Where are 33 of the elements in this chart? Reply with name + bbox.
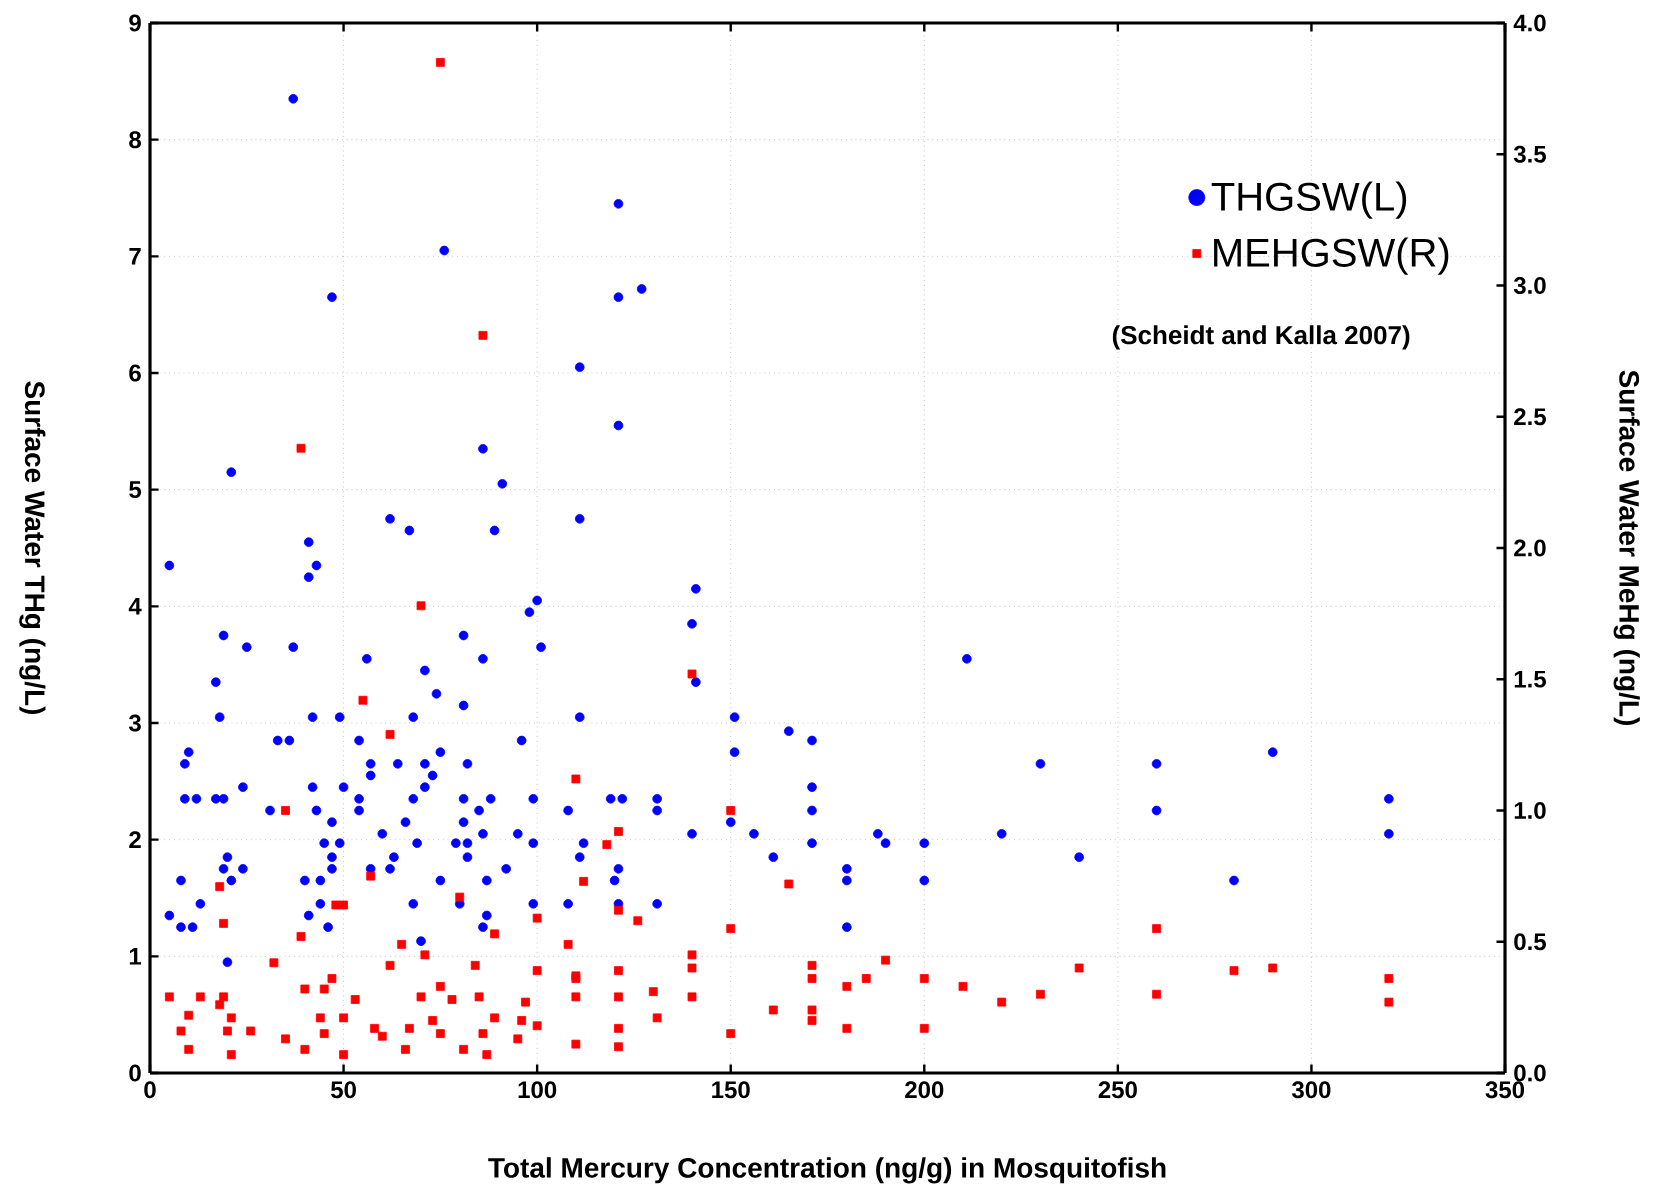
y2-tick-label: 3.5 [1513, 145, 1546, 163]
x-tick-label: 150 [712, 1081, 750, 1099]
y2-tick-label: 4.0 [1513, 14, 1546, 32]
x-tick-label: 300 [1291, 1081, 1331, 1099]
x-tick-label: 0 [144, 1081, 156, 1099]
y-axis-title: Surface Water THg (ng/L) [19, 381, 46, 715]
y2-tick-label: 0.0 [1514, 1064, 1546, 1082]
legend-label: THGSW(L) [1211, 181, 1407, 219]
x-tick-label: 50 [330, 1081, 356, 1099]
x-tick-label: 350 [1485, 1081, 1525, 1099]
y-tick-label: 9 [129, 14, 141, 32]
y2-axis-title: Surface Water MeHg (ng/L) [1613, 370, 1640, 725]
y-tick-label: 6 [129, 364, 141, 382]
y-tick-label: 7 [129, 248, 141, 265]
y2-tick-label: 2.0 [1514, 539, 1546, 557]
y2-tick-label: 2.5 [1514, 408, 1546, 426]
y2-tick-label: 3.0 [1513, 276, 1546, 295]
y-tick-label: 1 [129, 948, 142, 965]
annotation: (Scheidt and Kalla 2007) [1112, 325, 1410, 350]
y2-tick-label: 1.5 [1514, 670, 1546, 688]
y-tick-label: 0 [129, 1064, 141, 1082]
legend-label: MEHGSW(R) [1214, 237, 1449, 275]
y-tick-label: 4 [128, 598, 142, 615]
y2-tick-label: 1.0 [1514, 802, 1546, 819]
x-axis-title: Total Mercury Concentration (ng/g) in Mosquitofish [488, 1157, 1166, 1184]
y-tick-label: 2 [129, 831, 141, 849]
y-tick-label: 8 [129, 131, 141, 149]
x-tick-label: 200 [905, 1081, 944, 1099]
y-tick-label: 5 [129, 481, 142, 499]
y-tick-label: 3 [128, 714, 141, 732]
x-tick-label: 100 [518, 1081, 557, 1099]
x-tick-label: 250 [1098, 1081, 1137, 1099]
y2-tick-label: 0.5 [1514, 933, 1546, 951]
